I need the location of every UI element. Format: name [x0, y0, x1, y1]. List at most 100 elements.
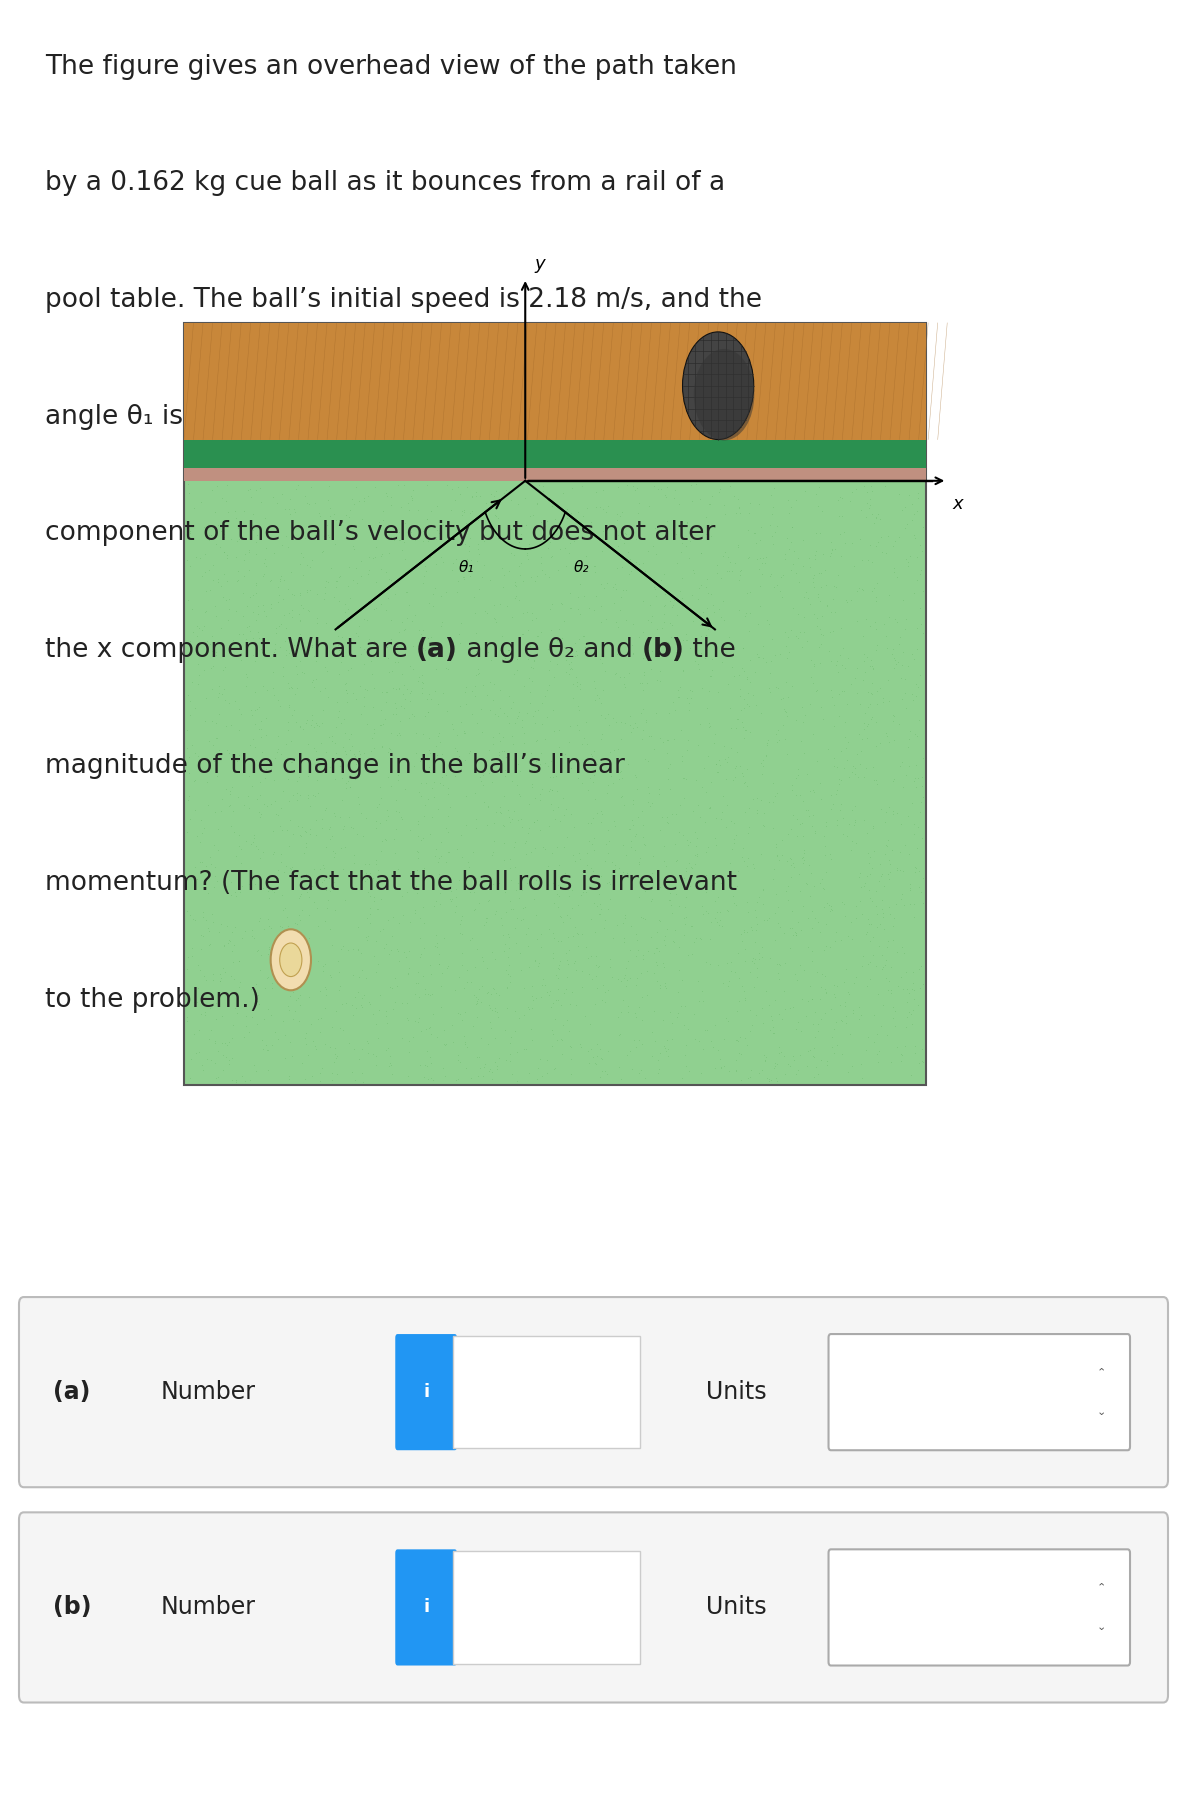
- Point: [341, 495, 360, 524]
- Point: [481, 1055, 500, 1084]
- Point: [243, 748, 262, 777]
- Point: [254, 626, 273, 655]
- Point: [544, 988, 563, 1017]
- Point: [424, 579, 443, 608]
- Point: [509, 585, 528, 614]
- Point: [380, 658, 399, 687]
- Point: [458, 1032, 477, 1060]
- Point: [458, 956, 477, 985]
- Point: [191, 920, 210, 949]
- Point: [279, 788, 298, 816]
- Point: [559, 649, 578, 678]
- Point: [294, 840, 313, 868]
- Point: [373, 827, 392, 856]
- Point: [268, 800, 287, 829]
- Point: [312, 728, 331, 757]
- Point: [769, 949, 788, 978]
- Point: [884, 707, 903, 736]
- Point: [843, 795, 862, 823]
- Point: [871, 910, 890, 938]
- Point: [869, 527, 888, 556]
- Point: [773, 825, 792, 854]
- Point: [264, 840, 283, 868]
- Point: [382, 771, 401, 800]
- Point: [629, 499, 648, 527]
- Point: [680, 676, 699, 705]
- Point: [639, 606, 658, 635]
- Point: [250, 474, 269, 502]
- Point: [336, 669, 355, 698]
- Point: [578, 1037, 597, 1066]
- Point: [299, 784, 318, 813]
- Point: [844, 551, 863, 579]
- Point: [503, 603, 522, 631]
- Point: [320, 813, 339, 841]
- Point: [728, 997, 747, 1026]
- Point: [186, 542, 205, 570]
- Point: [368, 895, 387, 924]
- Point: [735, 657, 754, 685]
- Point: [661, 884, 680, 913]
- Point: [634, 944, 653, 972]
- Point: [245, 752, 264, 780]
- Point: [186, 640, 205, 669]
- Point: [332, 606, 351, 635]
- Point: [596, 831, 615, 859]
- Point: [726, 820, 745, 849]
- Point: [307, 893, 326, 922]
- Point: [280, 831, 299, 859]
- Point: [351, 798, 370, 827]
- Point: [325, 728, 344, 757]
- Point: [320, 915, 339, 944]
- Point: [316, 875, 335, 904]
- Point: [634, 822, 653, 850]
- Point: [627, 919, 646, 947]
- Point: [252, 865, 271, 893]
- Point: [874, 689, 893, 718]
- Point: [629, 850, 648, 879]
- Point: [811, 972, 830, 1001]
- Point: [569, 755, 588, 784]
- Point: [374, 639, 393, 667]
- Point: [566, 847, 585, 875]
- Point: [283, 631, 301, 660]
- Point: [207, 761, 226, 789]
- Point: [896, 605, 915, 633]
- Point: [222, 813, 241, 841]
- Point: [633, 983, 652, 1012]
- Point: [389, 526, 408, 554]
- Point: [649, 1055, 668, 1084]
- Point: [256, 755, 275, 784]
- Point: [615, 927, 634, 956]
- Point: [344, 841, 363, 870]
- Point: [575, 637, 594, 666]
- Point: [379, 583, 398, 612]
- Point: [291, 879, 310, 908]
- Point: [355, 739, 374, 768]
- Point: [188, 988, 207, 1017]
- Point: [230, 967, 249, 996]
- Point: [553, 1010, 572, 1039]
- Point: [876, 963, 895, 992]
- Point: [874, 899, 893, 927]
- Point: [291, 646, 310, 675]
- Point: [446, 545, 465, 574]
- Point: [256, 872, 275, 901]
- Point: [633, 549, 652, 578]
- Point: [893, 879, 912, 908]
- Point: [326, 1042, 345, 1071]
- Point: [372, 696, 391, 725]
- Point: [830, 501, 849, 529]
- Point: [429, 1023, 447, 1051]
- Point: [732, 1066, 751, 1094]
- Point: [855, 648, 874, 676]
- Point: [666, 475, 685, 504]
- Point: [800, 553, 819, 581]
- Point: [798, 626, 817, 655]
- Point: [489, 504, 508, 533]
- Point: [741, 718, 760, 746]
- Point: [812, 1005, 831, 1033]
- Point: [712, 1053, 731, 1082]
- Point: [495, 479, 514, 508]
- Point: [427, 920, 446, 949]
